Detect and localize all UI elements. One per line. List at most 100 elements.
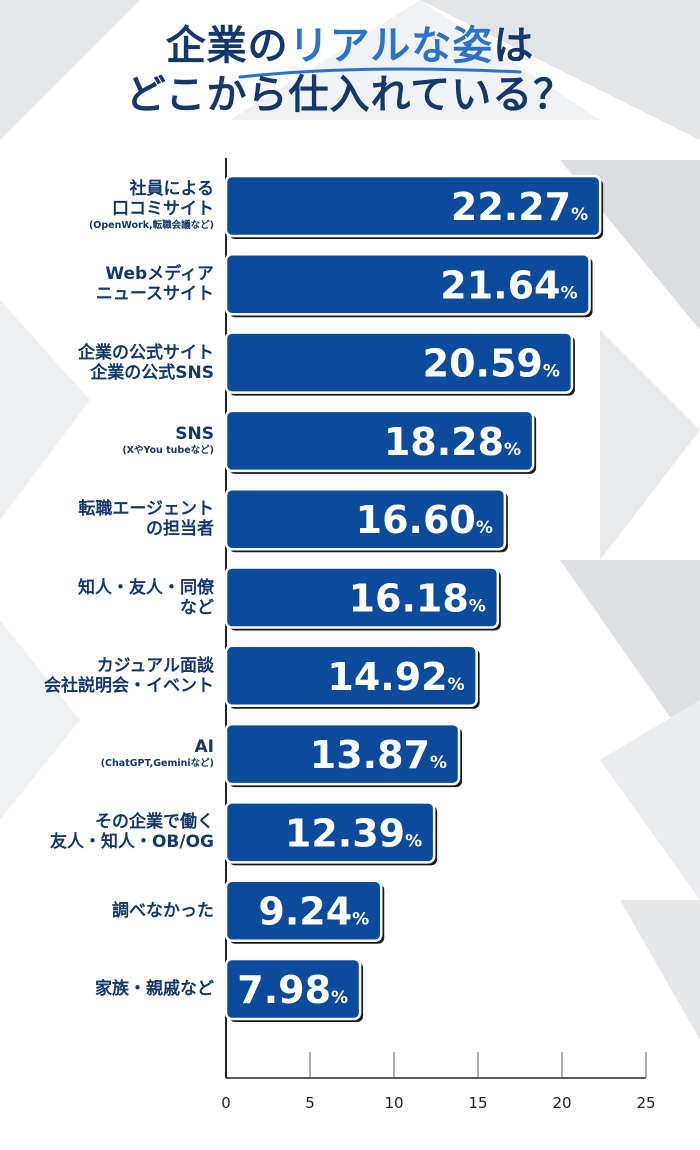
bar (224, 409, 535, 473)
bar-value-suffix: % (352, 910, 369, 930)
category-label: SNS (XやYou tubeなど) (122, 424, 214, 458)
bar-group: 9.24% (224, 879, 385, 944)
bar-value-suffix: % (331, 988, 348, 1008)
bar-value-label: 14.92% (327, 655, 464, 699)
bar-group: 16.60% (224, 487, 508, 553)
bar (224, 174, 602, 238)
bar (224, 801, 436, 864)
bar-value-label: 21.64% (440, 263, 577, 307)
title-line-2: どこから仕入れている？ (125, 72, 575, 118)
bar-value-number: 16.60 (356, 498, 476, 542)
category-label: 家族・親戚など (95, 979, 214, 999)
category-label-line: 調べなかった (112, 900, 214, 921)
background-triangle (600, 700, 700, 900)
background-triangle (560, 560, 700, 760)
bar-group: 22.27% (224, 174, 604, 239)
title-line-1: 企業のリアルな姿は (0, 22, 700, 70)
background-triangle (0, 300, 90, 520)
background-triangle (420, 0, 700, 140)
bar-value-suffix: % (571, 205, 588, 225)
bar-value-label: 16.18% (349, 577, 486, 621)
x-tick-label: 20 (552, 1094, 571, 1112)
x-tick-label: 10 (384, 1094, 403, 1112)
x-tick-label: 0 (221, 1094, 231, 1112)
bar-group: 20.59% (224, 331, 575, 396)
category-label-line: 企業の公式SNS (90, 362, 214, 383)
background-triangle (0, 620, 80, 820)
bar-value-suffix: % (504, 440, 521, 460)
bar-group: 12.39% (224, 801, 438, 866)
bar-value-number: 13.87 (310, 733, 430, 777)
bar-group: 21.64% (224, 253, 593, 318)
category-label-line: 社員による (129, 179, 215, 199)
bar-value-label: 12.39% (285, 811, 422, 855)
background-triangle (230, 0, 600, 120)
category-label: 知人・友人・同僚 など (78, 578, 214, 618)
bar-value-suffix: % (476, 518, 493, 538)
bar-value-suffix: % (405, 831, 422, 851)
category-label: AI (ChatGPT,Geminiなど) (101, 737, 214, 771)
x-tick-label: 15 (468, 1094, 487, 1112)
category-label: カジュアル面談 会社説明会・イベント (44, 656, 214, 696)
category-label: 社員による 口コミサイト (OpenWork,転職会議など) (89, 179, 214, 233)
category-label-line: 口コミサイト (112, 199, 214, 219)
x-tick-label: 25 (636, 1094, 655, 1112)
bar (224, 879, 383, 942)
bar-value-number: 21.64 (440, 263, 560, 307)
bar-value-number: 9.24 (258, 890, 352, 934)
bar-value-suffix: % (448, 675, 465, 695)
category-label: Webメディア ニュースサイト (96, 264, 214, 304)
category-label-line: 友人・知人・OB/OG (49, 832, 214, 853)
bar-value-label: 20.59% (423, 342, 560, 386)
title-accent: リアルな姿 (288, 23, 494, 69)
category-label: 転職エージェント の担当者 (78, 499, 214, 539)
category-label-line: AI (194, 737, 214, 758)
category-label: その企業で働く 友人・知人・OB/OG (50, 812, 214, 852)
category-label-line: その企業で働く (95, 812, 214, 833)
bar-group: 14.92% (224, 644, 480, 709)
bar-value-number: 14.92 (327, 655, 447, 699)
bar-value-label: 22.27% (451, 185, 588, 229)
bar-value-number: 16.18 (349, 577, 469, 621)
chart-title: 企業のリアルな姿は どこから仕入れている？ (0, 22, 700, 120)
bar (224, 644, 478, 708)
title-underline (238, 67, 522, 79)
category-label-line: SNS (175, 423, 214, 444)
title-part-1: 企業の (165, 23, 289, 69)
title-part-2: は (493, 23, 535, 69)
background-triangle (620, 900, 700, 1040)
background-triangle (600, 330, 700, 560)
bar-value-label: 18.28% (384, 420, 521, 464)
bar-value-label: 9.24% (258, 890, 369, 934)
bar-group: 13.87% (224, 722, 463, 788)
category-label-line: 転職エージェント (78, 499, 214, 520)
category-label-line: の担当者 (146, 519, 214, 540)
category-label-line: 家族・親戚など (95, 979, 214, 999)
bar-value-label: 16.60% (356, 498, 493, 542)
bar-value-number: 7.98 (237, 968, 331, 1012)
bar (224, 331, 574, 394)
bar (224, 487, 507, 551)
bar-value-label: 7.98% (237, 968, 348, 1012)
bar-group: 7.98% (224, 957, 364, 1022)
bar (224, 957, 362, 1021)
bar-value-number: 12.39 (285, 811, 405, 855)
bar-group: 16.18% (224, 566, 501, 631)
bar-value-suffix: % (430, 753, 447, 773)
category-label-line: 会社説明会・イベント (44, 675, 214, 696)
category-label-note: (XやYou tubeなど) (122, 444, 214, 456)
bar-value-number: 22.27 (451, 185, 571, 229)
bar (224, 566, 500, 629)
category-label-note: (ChatGPT,Geminiなど) (100, 758, 214, 770)
category-label-line: 企業の公式サイト (78, 342, 214, 363)
x-tick-label: 5 (305, 1094, 315, 1112)
category-label-line: Webメディア (105, 264, 214, 285)
bar-value-suffix: % (561, 283, 578, 303)
bar-value-number: 18.28 (384, 420, 504, 464)
bar-value-label: 13.87% (310, 733, 447, 777)
category-label-line: ニュースサイト (95, 284, 214, 305)
category-label-line: カジュアル面談 (96, 655, 214, 676)
category-label: 調べなかった (112, 901, 214, 921)
